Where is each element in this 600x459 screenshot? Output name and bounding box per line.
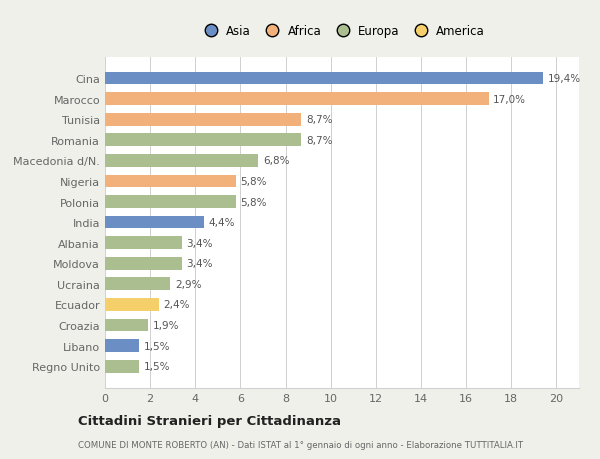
Bar xyxy=(105,278,170,291)
Text: Cittadini Stranieri per Cittadinanza: Cittadini Stranieri per Cittadinanza xyxy=(78,414,341,428)
Bar xyxy=(105,257,182,270)
Text: 5,8%: 5,8% xyxy=(241,177,267,186)
Text: COMUNE DI MONTE ROBERTO (AN) - Dati ISTAT al 1° gennaio di ogni anno - Elaborazi: COMUNE DI MONTE ROBERTO (AN) - Dati ISTA… xyxy=(78,441,523,449)
Bar xyxy=(105,298,159,311)
Text: 8,7%: 8,7% xyxy=(306,135,332,146)
Legend: Asia, Africa, Europa, America: Asia, Africa, Europa, America xyxy=(199,25,485,38)
Text: 8,7%: 8,7% xyxy=(306,115,332,125)
Text: 4,4%: 4,4% xyxy=(209,218,235,228)
Bar xyxy=(105,360,139,373)
Bar xyxy=(105,196,236,208)
Text: 3,4%: 3,4% xyxy=(186,259,213,269)
Bar xyxy=(105,93,489,106)
Bar xyxy=(105,73,543,85)
Bar xyxy=(105,155,259,168)
Bar xyxy=(105,237,182,250)
Bar xyxy=(105,134,301,147)
Text: 3,4%: 3,4% xyxy=(186,238,213,248)
Text: 5,8%: 5,8% xyxy=(241,197,267,207)
Text: 2,4%: 2,4% xyxy=(164,300,190,310)
Text: 17,0%: 17,0% xyxy=(493,95,526,104)
Text: 1,5%: 1,5% xyxy=(143,362,170,371)
Text: 2,9%: 2,9% xyxy=(175,279,202,289)
Bar xyxy=(105,113,301,126)
Bar xyxy=(105,340,139,353)
Bar xyxy=(105,175,236,188)
Text: 19,4%: 19,4% xyxy=(547,74,581,84)
Text: 1,9%: 1,9% xyxy=(152,320,179,330)
Text: 1,5%: 1,5% xyxy=(143,341,170,351)
Text: 6,8%: 6,8% xyxy=(263,156,290,166)
Bar xyxy=(105,216,205,229)
Bar xyxy=(105,319,148,332)
